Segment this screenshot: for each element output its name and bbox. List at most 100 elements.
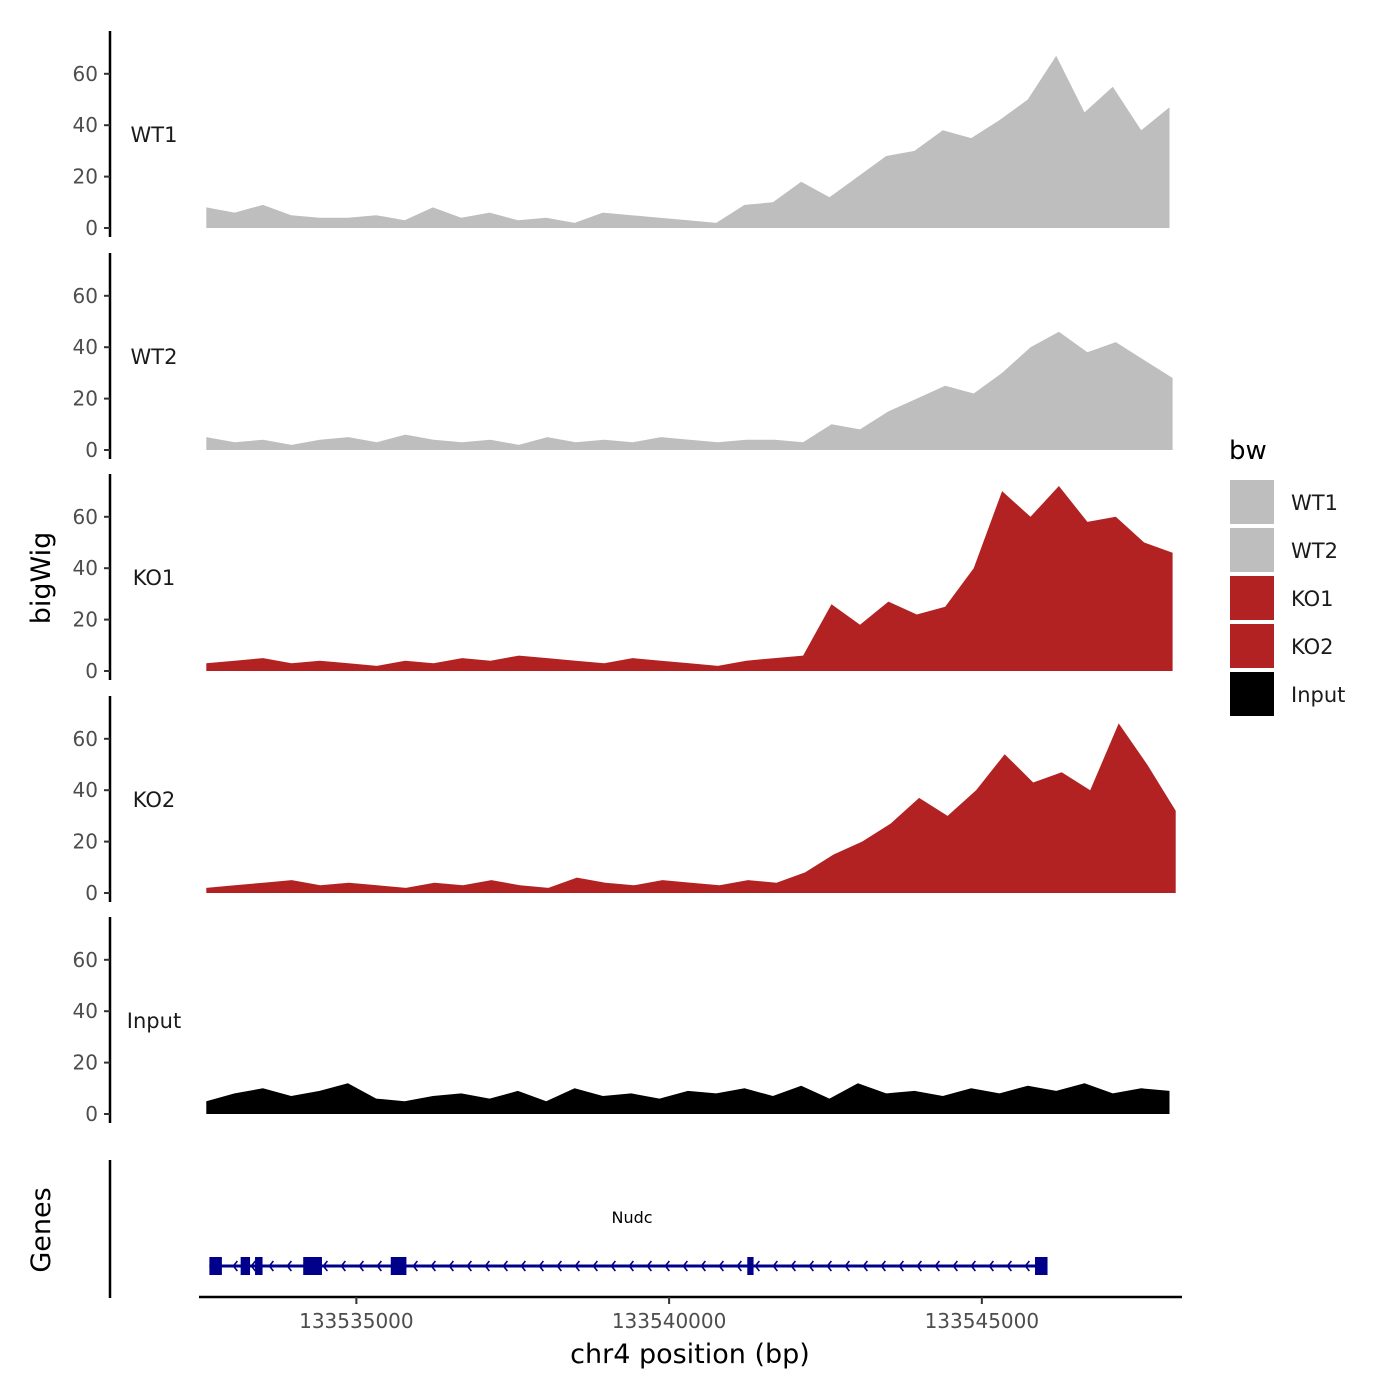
track-wt2: 0 20 40 60 WT2: [73, 253, 1173, 462]
strand-arrow: [466, 1260, 473, 1272]
gene-exon: [747, 1257, 754, 1275]
y-tick-label: 60: [73, 284, 98, 308]
gene-exon: [390, 1257, 407, 1275]
strand-arrow: [538, 1260, 545, 1272]
strand-arrow: [790, 1260, 797, 1272]
legend-label-ko2: KO2: [1291, 635, 1334, 659]
gene-exon: [209, 1257, 222, 1275]
strand-arrow: [628, 1260, 635, 1272]
y-tick-label: 40: [73, 778, 98, 802]
gene-track-panel: Nudc: [108, 1160, 1048, 1298]
genes-axis-title: Genes: [26, 1187, 57, 1272]
y-tick-label: 60: [73, 948, 98, 972]
strand-arrow: [484, 1260, 491, 1272]
gene-name-label: Nudc: [611, 1208, 652, 1227]
signal-area-wt2: [206, 331, 1173, 450]
legend-swatch-ko1: [1228, 574, 1276, 622]
strand-arrow: [556, 1260, 563, 1272]
x-tick-label: 133545000: [925, 1309, 1040, 1333]
legend-swatch-input: [1228, 670, 1276, 718]
strand-arrow: [826, 1260, 833, 1272]
strand-arrow: [286, 1260, 293, 1272]
strand-arrow: [574, 1260, 581, 1272]
strand-arrow: [358, 1260, 365, 1272]
strand-arrow: [970, 1260, 977, 1272]
signal-area-wt1: [206, 55, 1170, 228]
legend-title: bw: [1229, 436, 1267, 466]
strand-arrow: [520, 1260, 527, 1272]
strand-arrow: [754, 1260, 761, 1272]
y-tick-label: 0: [85, 659, 98, 683]
gene-exon: [303, 1257, 322, 1275]
strand-arrow: [736, 1260, 743, 1272]
y-tick-label: 40: [73, 999, 98, 1023]
strand-arrow: [232, 1260, 239, 1272]
y-tick-label: 60: [73, 505, 98, 529]
legend-swatch-wt2: [1228, 526, 1276, 574]
legend-label-ko1: KO1: [1291, 587, 1334, 611]
track-ko1: 0 20 40 60 KO1: [73, 474, 1173, 683]
y-tick-label: 20: [73, 830, 98, 854]
strand-arrow: [880, 1260, 887, 1272]
y-tick-label: 0: [85, 881, 98, 905]
strand-arrow: [268, 1260, 275, 1272]
y-tick-label: 60: [73, 727, 98, 751]
y-tick-label: 20: [73, 1051, 98, 1075]
y-axis-title: bigWig: [26, 532, 57, 625]
strand-arrow: [1006, 1260, 1013, 1272]
strand-arrow: [988, 1260, 995, 1272]
gene-exon: [255, 1257, 263, 1275]
gene-exon: [240, 1257, 251, 1275]
strand-arrow: [682, 1260, 689, 1272]
strand-arrow: [772, 1260, 779, 1272]
signal-area-ko2: [206, 723, 1176, 893]
y-tick-label: 0: [85, 1102, 98, 1126]
strand-arrow: [700, 1260, 707, 1272]
strand-arrow: [718, 1260, 725, 1272]
strand-arrow: [376, 1260, 383, 1272]
strand-arrow: [610, 1260, 617, 1272]
x-tick-label: 133535000: [299, 1309, 414, 1333]
y-tick-label: 0: [85, 216, 98, 240]
y-tick-label: 0: [85, 438, 98, 462]
track-input: 0 20 40 60 Input: [73, 917, 1170, 1126]
signal-tracks: 0 20 40 60 WT1 0 20 40 60 WT2 0 20 40 60 KO1 0 20 40 60 KO2…: [73, 31, 1176, 1126]
y-tick-label: 20: [73, 387, 98, 411]
strand-arrow: [934, 1260, 941, 1272]
legend-swatch-wt1: [1228, 478, 1276, 526]
strand-arrow: [430, 1260, 437, 1272]
legend-swatch-ko2: [1228, 622, 1276, 670]
strand-arrow: [916, 1260, 923, 1272]
strand-arrow: [448, 1260, 455, 1272]
strand-arrow: [952, 1260, 959, 1272]
strand-arrow: [340, 1260, 347, 1272]
x-axis-title: chr4 position (bp): [570, 1339, 810, 1370]
legend-label-input: Input: [1291, 683, 1345, 707]
y-tick-label: 40: [73, 556, 98, 580]
strand-arrow: [412, 1260, 419, 1272]
track-wt1: 0 20 40 60 WT1: [73, 31, 1170, 240]
track-label: WT1: [131, 123, 178, 147]
strand-arrow: [844, 1260, 851, 1272]
strand-arrow: [592, 1260, 599, 1272]
y-tick-label: 60: [73, 62, 98, 86]
legend-label-wt1: WT1: [1291, 491, 1338, 515]
y-tick-label: 20: [73, 608, 98, 632]
track-label: WT2: [131, 345, 178, 369]
track-label: KO1: [133, 566, 176, 590]
x-axis: 133535000 133540000 133545000: [199, 1295, 1182, 1333]
y-tick-label: 40: [73, 335, 98, 359]
legend: bw WT1 WT2 KO1 KO2 Input: [1228, 436, 1345, 718]
strand-arrow: [322, 1260, 329, 1272]
strand-arrow: [862, 1260, 869, 1272]
signal-area-ko1: [206, 486, 1173, 671]
legend-label-wt2: WT2: [1291, 539, 1338, 563]
strand-arrow: [664, 1260, 671, 1272]
y-tick-label: 20: [73, 165, 98, 189]
y-tick-label: 40: [73, 113, 98, 137]
track-ko2: 0 20 40 60 KO2: [73, 696, 1176, 905]
x-tick-label: 133540000: [612, 1309, 727, 1333]
track-label: Input: [127, 1009, 181, 1033]
strand-arrow: [898, 1260, 905, 1272]
